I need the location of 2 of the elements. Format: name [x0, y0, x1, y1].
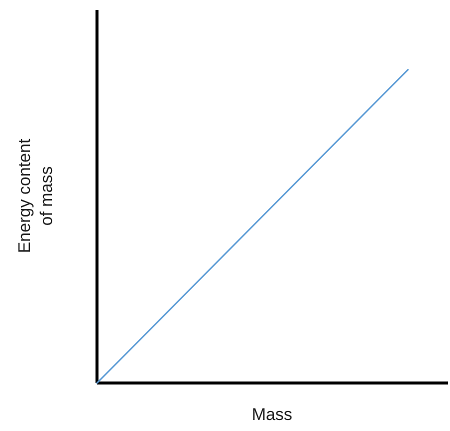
x-axis-title: Mass — [252, 405, 292, 424]
y-axis-title: Energy content of mass — [15, 138, 56, 254]
